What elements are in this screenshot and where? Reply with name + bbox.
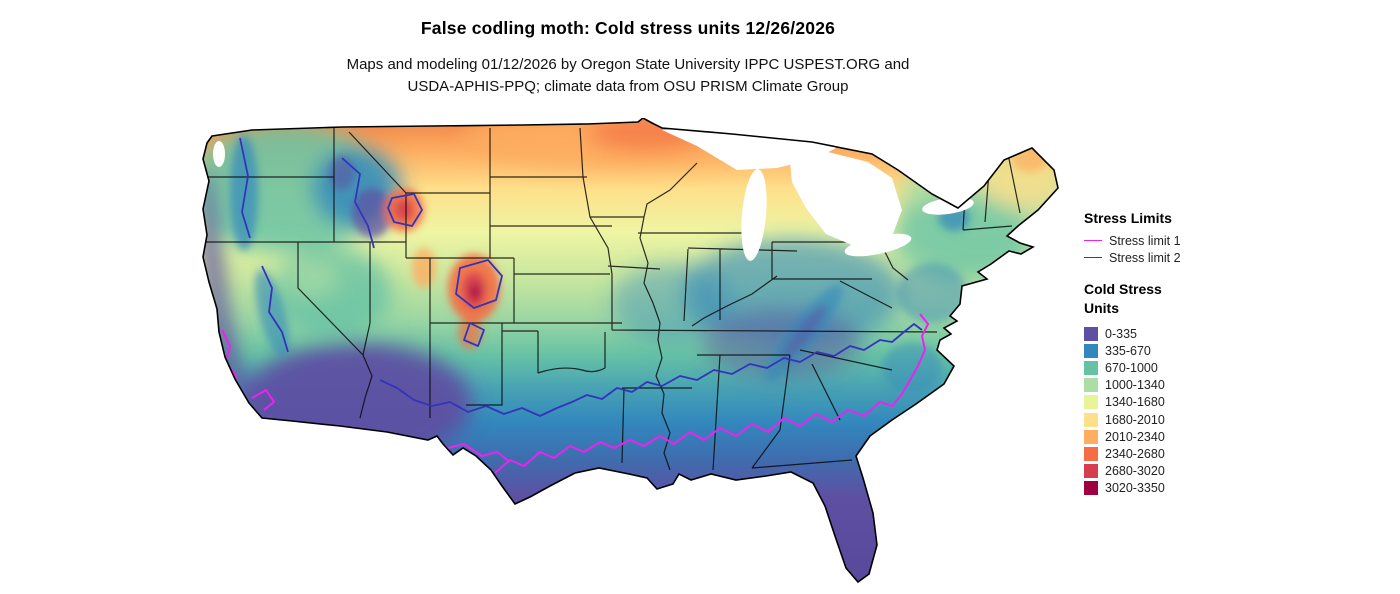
raster-fill [203,118,1058,582]
legend-item-cold-stress: 335-670 [1084,342,1234,359]
legend-item-cold-stress: 2340-2680 [1084,445,1234,462]
cold-stress-swatch [1084,395,1098,410]
cold-stress-swatch [1084,464,1098,479]
state-borders [204,127,1021,471]
map-subtitle: Maps and modeling 01/12/2026 by Oregon S… [0,54,1256,98]
stress-limit-label: Stress limit 2 [1109,250,1181,265]
cold-stress-units-title: Cold Stress Units [1084,281,1162,316]
great-lakes [213,126,974,261]
cold-stress-swatch [1084,360,1098,375]
legend-item-cold-stress: 2680-3020 [1084,463,1234,480]
cold-stress-swatch [1084,446,1098,461]
cold-stress-swatch [1084,412,1098,427]
map-subtitle-line1: Maps and modeling 01/12/2026 by Oregon S… [346,56,910,73]
lake-erie [844,233,912,257]
legend-item-cold-stress: 3020-3350 [1084,480,1234,497]
stress-limit-2-loops [239,137,503,353]
cold-stress-swatch [1084,481,1098,496]
cold-stress-units-list: 0-335 335-670 670-1000 1000-1340 1340-1680 16… [1084,325,1234,497]
lake-michigan [741,169,767,261]
cold-stress-swatch [1084,429,1098,444]
cold-stress-swatch [1084,343,1098,358]
stress-limit-2-line [379,323,923,417]
puget-sound [213,141,225,167]
cold-stress-label: 2340-2680 [1105,446,1165,461]
legend-item-cold-stress: 1680-2010 [1084,411,1234,428]
cold-stress-label: 2680-3020 [1105,464,1165,479]
cold-stress-label: 670-1000 [1105,360,1158,375]
stress-limits-list: Stress limit 1 Stress limit 2 [1084,232,1234,266]
cold-stress-label: 335-670 [1105,343,1151,358]
legend-item-stress-limit: Stress limit 2 [1084,249,1234,266]
cold-stress-label: 1340-1680 [1105,395,1165,410]
map-title: False codling moth: Cold stress units 12… [420,18,836,38]
legend-item-cold-stress: 2010-2340 [1084,428,1234,445]
legend-item-cold-stress: 1000-1340 [1084,377,1234,394]
stress-limits-title: Stress Limits [1084,210,1172,226]
us-map-svg [202,117,1059,584]
lake-huron [790,152,902,246]
lake-superior [662,126,840,170]
cold-stress-label: 1680-2010 [1105,412,1165,427]
cold-stress-label: 0-335 [1105,326,1137,341]
legend-item-cold-stress: 670-1000 [1084,359,1234,376]
legend-item-cold-stress: 1340-1680 [1084,394,1234,411]
cold-stress-label: 2010-2340 [1105,429,1165,444]
stress-limit-line-sample [1084,257,1102,258]
cold-stress-label: 1000-1340 [1105,378,1165,393]
cold-stress-swatch [1084,378,1098,393]
cold-stress-swatch [1084,326,1098,341]
map-subtitle-line2: USDA-APHIS-PPQ; climate data from OSU PR… [407,78,849,95]
stress-limit-1-line [494,313,929,474]
legend-item-stress-limit: Stress limit 1 [1084,232,1234,249]
legend-item-cold-stress: 0-335 [1084,325,1234,342]
legend: Stress Limits Stress limit 1 Stress limit… [1084,210,1234,497]
us-cold-stress-map [192,117,1062,593]
stress-limit-label: Stress limit 1 [1109,233,1181,248]
cold-stress-label: 3020-3350 [1105,481,1165,496]
stress-limit-line-sample [1084,240,1102,241]
us-outline [202,117,1059,584]
lake-ontario [922,197,974,215]
